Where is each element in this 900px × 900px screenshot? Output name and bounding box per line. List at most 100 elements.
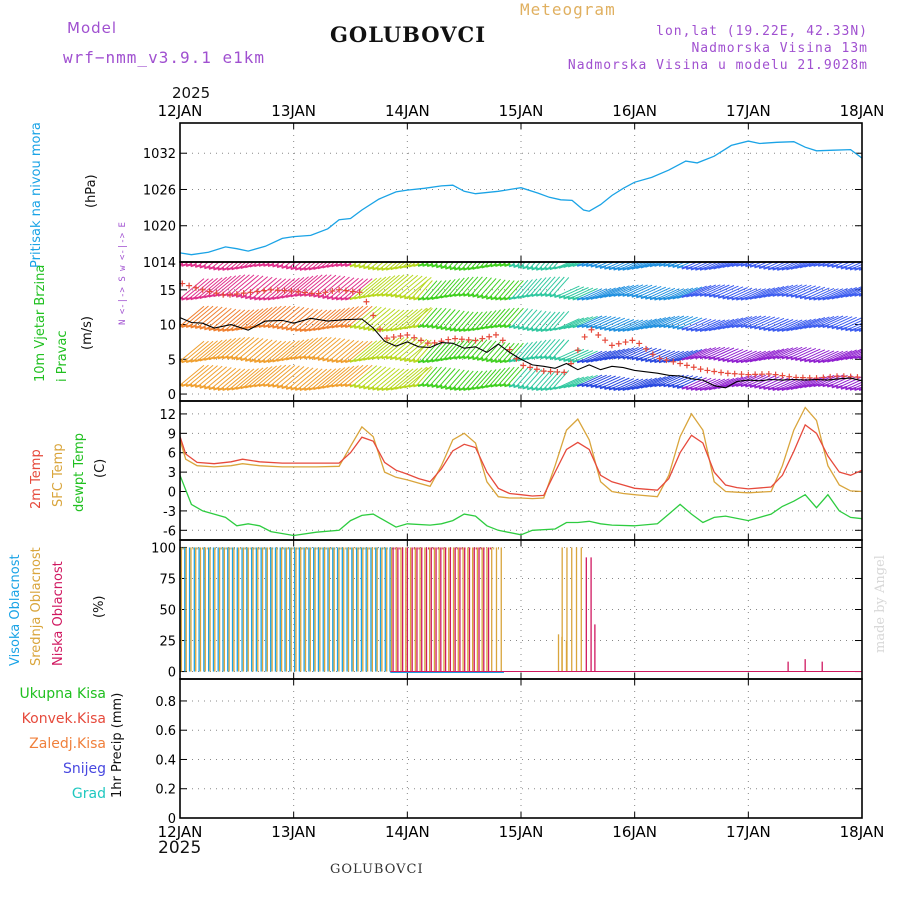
wind-barb-head xyxy=(822,359,829,364)
wind-barb-head xyxy=(381,355,388,360)
wind-barb-head xyxy=(626,293,634,298)
wind-barb-head xyxy=(617,328,625,332)
wind-barb-head xyxy=(713,356,720,361)
wind-gust-mark xyxy=(656,355,663,362)
wind-barb xyxy=(438,309,456,328)
wind-gust-mark xyxy=(554,368,561,375)
wind-barb-head xyxy=(199,384,207,389)
wind-barb-head xyxy=(458,266,466,271)
wind-barb-head xyxy=(222,355,229,360)
legend-total-rain: Ukupna Kisa xyxy=(19,686,106,702)
wind-barb-head xyxy=(253,383,261,388)
wind-barb-head xyxy=(344,263,352,267)
wind-gust-mark xyxy=(527,364,534,371)
wind-gust-mark xyxy=(247,289,254,296)
wind-barb-head xyxy=(699,355,707,360)
wind-barb-head xyxy=(458,387,466,392)
y-tick-label: 0.2 xyxy=(155,783,176,798)
wind-barb-head xyxy=(413,383,420,388)
wind-barb xyxy=(757,317,780,329)
y-tick-label: 0 xyxy=(168,388,176,403)
wind-barb-head xyxy=(335,324,343,329)
wind-barb xyxy=(316,308,341,330)
wind-barb xyxy=(520,341,538,360)
wind-barb-head xyxy=(758,265,766,270)
wind-barb xyxy=(466,262,474,270)
wind-barb-head xyxy=(754,384,761,389)
wind-barb xyxy=(675,375,698,387)
wind-barb xyxy=(598,286,621,298)
wind-barb xyxy=(180,340,205,362)
wind-barb xyxy=(720,348,744,360)
wind-barb xyxy=(579,374,603,386)
wind-barb xyxy=(484,262,490,267)
wind-barb xyxy=(202,276,228,298)
wind-barb-head xyxy=(181,324,188,328)
wind-barb xyxy=(679,262,692,268)
wind-barb xyxy=(384,368,409,390)
wind-barb-head xyxy=(517,264,525,269)
wind-barb xyxy=(716,377,739,389)
wind-barb xyxy=(798,286,821,297)
wind-barb xyxy=(297,368,323,390)
wind-barb xyxy=(475,277,492,297)
wind-barb xyxy=(384,336,409,358)
wind-barb-head xyxy=(667,263,675,268)
wind-barb xyxy=(266,305,291,327)
wind-barb xyxy=(575,262,584,266)
wind-barb xyxy=(247,339,273,361)
wind-barb-head xyxy=(845,386,852,391)
wind-barb xyxy=(643,262,655,267)
wind-barb xyxy=(261,364,287,386)
wind-barb-head xyxy=(463,387,470,391)
wind-barb-head xyxy=(681,265,689,270)
wind-barb xyxy=(657,262,665,266)
wind-barb-head xyxy=(417,262,425,267)
wind-barb-head xyxy=(308,355,316,360)
wind-barb-head xyxy=(399,357,407,362)
wind-barb xyxy=(757,376,780,388)
wind-barb-head xyxy=(649,358,657,363)
wind-barb-head xyxy=(599,326,607,331)
wind-barb-head xyxy=(272,263,279,268)
wind-barb-head xyxy=(449,355,457,360)
wind-barb xyxy=(752,349,776,361)
wind-barb xyxy=(238,338,264,359)
product-title: Meteogram xyxy=(520,0,616,19)
wind-barb xyxy=(634,347,657,359)
legend-frz-rain: Zaledj.Kisa xyxy=(29,736,106,752)
wind-barb-head xyxy=(767,355,775,360)
wind-barb-head xyxy=(426,324,434,329)
wind-gust-mark xyxy=(731,370,738,377)
wind-barb-head xyxy=(331,296,338,301)
wind-barb-head xyxy=(403,295,411,300)
wind-barb-head xyxy=(608,266,616,271)
wind-barb xyxy=(611,284,635,296)
wind-gust-mark xyxy=(724,370,731,377)
wind-barb xyxy=(616,346,639,358)
wind-barb xyxy=(793,318,817,330)
wind-gust-mark xyxy=(745,371,752,378)
wind-barb xyxy=(516,341,533,361)
wind-barb xyxy=(197,277,223,299)
wind-barb xyxy=(470,262,478,269)
wind-barb xyxy=(397,338,423,359)
wind-barb-head xyxy=(531,355,538,360)
wind-barb-head xyxy=(858,356,862,360)
wind-barb xyxy=(470,311,488,330)
wind-barb xyxy=(807,287,830,299)
wind-barb-head xyxy=(740,383,748,388)
wind-barb xyxy=(779,346,803,358)
wind-barb xyxy=(416,367,433,386)
wind-gust-mark xyxy=(833,373,840,380)
wind-barb-head xyxy=(413,296,420,301)
wind-barb-head xyxy=(485,295,493,300)
wind-barb-head xyxy=(599,385,607,390)
wind-gust-mark xyxy=(636,340,643,347)
wind-barb xyxy=(720,376,744,388)
wind-barb xyxy=(243,307,269,329)
wind-barb-head xyxy=(585,383,593,388)
wind-gust-mark xyxy=(738,371,745,378)
wind-barb-head xyxy=(717,294,725,299)
wind-barb xyxy=(834,375,857,387)
